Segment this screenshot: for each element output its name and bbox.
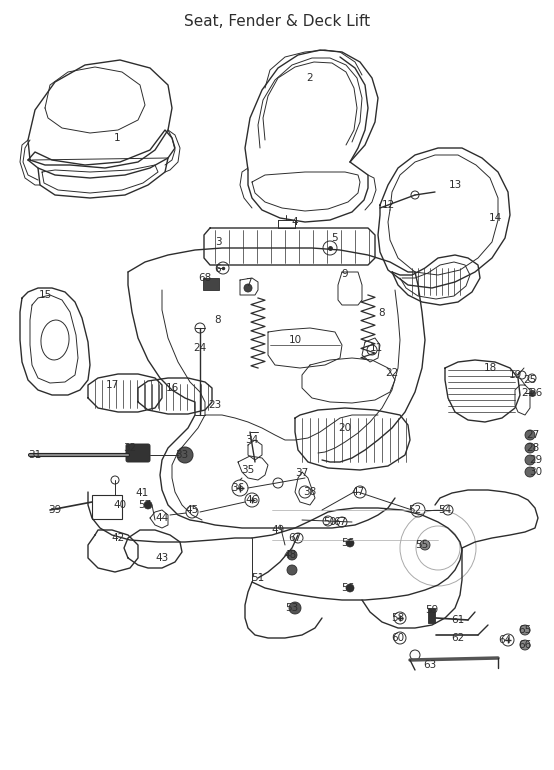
Text: 7: 7 xyxy=(245,278,252,288)
Text: 50: 50 xyxy=(324,517,337,527)
Text: 9: 9 xyxy=(342,269,348,279)
Text: 65: 65 xyxy=(519,625,532,635)
Text: 30: 30 xyxy=(530,467,542,477)
Text: 22: 22 xyxy=(386,368,399,378)
Text: 44: 44 xyxy=(155,513,168,523)
Text: 4: 4 xyxy=(292,217,298,227)
Text: 58: 58 xyxy=(391,613,404,623)
Text: 43: 43 xyxy=(155,553,168,563)
Text: 47: 47 xyxy=(351,487,365,497)
Text: 61: 61 xyxy=(452,615,465,625)
Text: 3: 3 xyxy=(215,237,221,247)
Text: 57: 57 xyxy=(138,500,152,510)
Text: 56: 56 xyxy=(341,583,355,593)
Text: 68: 68 xyxy=(198,273,212,283)
Text: 1: 1 xyxy=(114,133,120,143)
Circle shape xyxy=(520,625,530,635)
Text: 20: 20 xyxy=(338,423,352,433)
Circle shape xyxy=(244,284,252,292)
Text: 38: 38 xyxy=(304,487,317,497)
Text: 12: 12 xyxy=(381,200,394,210)
Text: 39: 39 xyxy=(48,505,61,515)
Text: Seat, Fender & Deck Lift: Seat, Fender & Deck Lift xyxy=(184,15,370,29)
Text: 10: 10 xyxy=(289,335,301,345)
Circle shape xyxy=(420,540,430,550)
Text: 49: 49 xyxy=(271,525,285,535)
Text: 37: 37 xyxy=(295,468,309,478)
Text: 18: 18 xyxy=(484,363,496,373)
Text: 27: 27 xyxy=(526,430,540,440)
Circle shape xyxy=(525,467,535,477)
FancyBboxPatch shape xyxy=(428,608,435,623)
Text: 15: 15 xyxy=(38,290,52,300)
Text: 23: 23 xyxy=(208,400,222,410)
Circle shape xyxy=(525,455,535,465)
Text: 25: 25 xyxy=(524,375,537,385)
Text: 62: 62 xyxy=(452,633,465,643)
Text: 21: 21 xyxy=(521,388,535,398)
Text: 41: 41 xyxy=(135,488,148,498)
Text: 60: 60 xyxy=(392,633,404,643)
Text: 63: 63 xyxy=(423,660,437,670)
Circle shape xyxy=(346,584,354,592)
Text: 28: 28 xyxy=(526,443,540,453)
Text: 36: 36 xyxy=(232,483,245,493)
FancyBboxPatch shape xyxy=(126,444,150,462)
Circle shape xyxy=(520,640,530,650)
Text: 42: 42 xyxy=(111,533,125,543)
Text: 6: 6 xyxy=(215,264,221,274)
Text: 35: 35 xyxy=(242,465,255,475)
Text: 11: 11 xyxy=(370,343,383,353)
Text: 66: 66 xyxy=(519,640,532,650)
Circle shape xyxy=(287,550,297,560)
Text: 33: 33 xyxy=(176,450,188,460)
FancyBboxPatch shape xyxy=(203,278,219,290)
Text: 48: 48 xyxy=(284,550,296,560)
Circle shape xyxy=(289,602,301,614)
Text: 13: 13 xyxy=(448,180,461,190)
Text: 52: 52 xyxy=(408,505,422,515)
Circle shape xyxy=(346,539,354,547)
Text: 8: 8 xyxy=(215,315,221,325)
Text: 29: 29 xyxy=(530,455,542,465)
Text: 32: 32 xyxy=(124,443,137,453)
Text: 45: 45 xyxy=(186,505,199,515)
Text: 51: 51 xyxy=(252,573,265,583)
Circle shape xyxy=(525,430,535,440)
Text: 19: 19 xyxy=(509,370,522,380)
Text: 2: 2 xyxy=(307,73,314,83)
Text: 14: 14 xyxy=(489,213,501,223)
Text: 24: 24 xyxy=(193,343,207,353)
Circle shape xyxy=(177,447,193,463)
Text: 34: 34 xyxy=(245,435,259,445)
Text: 56: 56 xyxy=(341,538,355,548)
Text: 53: 53 xyxy=(285,603,299,613)
Text: 59: 59 xyxy=(425,605,439,615)
Text: 17: 17 xyxy=(105,380,119,390)
Text: 55: 55 xyxy=(416,540,429,550)
Text: 67: 67 xyxy=(289,533,301,543)
Text: 64: 64 xyxy=(499,635,512,645)
Circle shape xyxy=(525,443,535,453)
Text: 67: 67 xyxy=(334,517,347,527)
Text: 54: 54 xyxy=(438,505,452,515)
Circle shape xyxy=(287,565,297,575)
Text: 16: 16 xyxy=(166,383,178,393)
Text: 46: 46 xyxy=(245,495,259,505)
Circle shape xyxy=(144,501,152,509)
Text: 8: 8 xyxy=(379,308,386,318)
Text: 26: 26 xyxy=(530,388,542,398)
Text: 40: 40 xyxy=(114,500,126,510)
Text: 31: 31 xyxy=(28,450,42,460)
Text: 5: 5 xyxy=(332,233,338,243)
